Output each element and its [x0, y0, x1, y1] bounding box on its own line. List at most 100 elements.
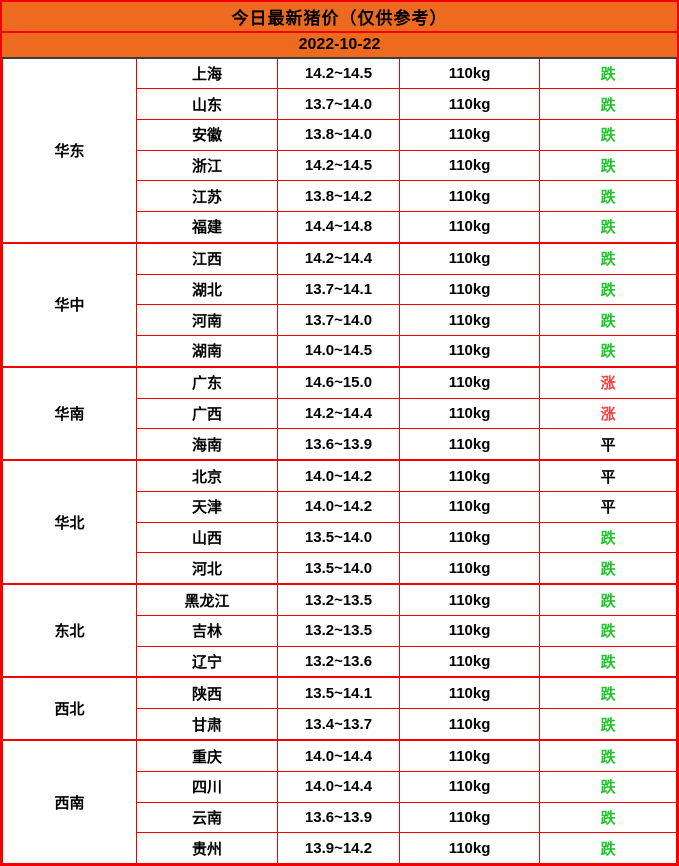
- table-row: 西南 重庆 14.0~14.4 110kg 跌: [1, 739, 677, 865]
- price-cell: 13.4~13.7: [276, 708, 400, 741]
- weight-cell: 110kg: [398, 241, 541, 275]
- weight-cell: 110kg: [398, 334, 541, 368]
- table-row: 云南 13.6~13.9 110kg 跌: [3, 801, 677, 834]
- province-cell: 江西: [136, 241, 278, 275]
- price-cell: 13.2~13.5: [276, 614, 400, 647]
- table-row: 江苏 13.8~14.2 110kg 跌: [3, 180, 677, 212]
- table-row: 东北 黑龙江 13.2~13.5 110kg 跌: [1, 583, 677, 678]
- trend-cell: 跌: [539, 241, 677, 275]
- province-cell: 浙江: [136, 149, 278, 182]
- province-cell: 天津: [136, 490, 278, 523]
- table-row: 河北 13.5~14.0 110kg 跌: [3, 552, 677, 585]
- trend-cell: 跌: [539, 304, 677, 336]
- price-cell: 13.8~14.2: [276, 180, 400, 212]
- region-cell: 华东: [1, 59, 138, 244]
- price-cell: 14.2~14.4: [276, 241, 400, 275]
- table-row: 天津 14.0~14.2 110kg 平: [3, 490, 677, 523]
- trend-cell: 跌: [539, 614, 677, 647]
- price-cell: 14.0~14.2: [276, 459, 400, 492]
- province-cell: 贵州: [136, 832, 278, 864]
- weight-cell: 110kg: [398, 676, 541, 710]
- province-cell: 四川: [136, 770, 278, 803]
- price-cell: 13.7~14.1: [276, 273, 400, 306]
- province-cell: 湖南: [136, 334, 278, 368]
- table-row: 华东 上海 14.2~14.5 110kg 跌: [1, 59, 677, 244]
- trend-cell: 跌: [539, 210, 677, 244]
- table-row: 甘肃 13.4~13.7 110kg 跌: [3, 708, 677, 741]
- price-cell: 13.5~14.0: [276, 521, 400, 554]
- price-cell: 13.2~13.5: [276, 583, 400, 616]
- province-cell: 山西: [136, 521, 278, 554]
- trend-cell: 跌: [539, 708, 677, 741]
- province-cell: 重庆: [136, 739, 278, 772]
- region-cell: 华北: [1, 459, 138, 585]
- trend-cell: 跌: [539, 334, 677, 368]
- table-row: 西北 陕西 13.5~14.1 110kg 跌: [1, 676, 677, 741]
- price-cell: 13.6~13.9: [276, 801, 400, 834]
- province-cell: 河北: [136, 552, 278, 585]
- weight-cell: 110kg: [398, 365, 541, 399]
- price-cell: 14.6~15.0: [276, 365, 400, 399]
- province-cell: 河南: [136, 304, 278, 336]
- price-table: 华东 上海 14.2~14.5 110kg 跌山东 13.7~14.0 110kg 跌安徽 13…: [1, 59, 677, 865]
- weight-cell: 110kg: [398, 552, 541, 585]
- price-cell: 13.7~14.0: [276, 304, 400, 336]
- trend-cell: 跌: [539, 770, 677, 803]
- weight-cell: 110kg: [398, 739, 541, 772]
- trend-cell: 跌: [539, 88, 677, 121]
- table-row: 浙江 14.2~14.5 110kg 跌: [3, 149, 677, 182]
- weight-cell: 110kg: [398, 210, 541, 244]
- weight-cell: 110kg: [398, 149, 541, 182]
- weight-cell: 110kg: [398, 832, 541, 864]
- weight-cell: 110kg: [398, 428, 541, 461]
- price-cell: 13.9~14.2: [276, 832, 400, 864]
- province-cell: 陕西: [136, 676, 278, 710]
- table-row: 辽宁 13.2~13.6 110kg 跌: [3, 645, 677, 678]
- province-cell: 山东: [136, 88, 278, 121]
- province-cell: 广西: [136, 397, 278, 430]
- trend-cell: 跌: [539, 273, 677, 306]
- price-cell: 13.5~14.0: [276, 552, 400, 585]
- trend-cell: 跌: [539, 149, 677, 182]
- weight-cell: 110kg: [398, 801, 541, 834]
- table-row: 贵州 13.9~14.2 110kg 跌: [3, 832, 677, 864]
- price-cell: 14.0~14.5: [276, 334, 400, 368]
- date-bar: 2022-10-22: [2, 33, 677, 59]
- weight-cell: 110kg: [398, 708, 541, 741]
- province-cell: 海南: [136, 428, 278, 461]
- province-cell: 湖北: [136, 273, 278, 306]
- weight-cell: 110kg: [398, 645, 541, 678]
- trend-cell: 平: [539, 490, 677, 523]
- table-row: 吉林 13.2~13.5 110kg 跌: [3, 614, 677, 647]
- date-label: 2022-10-22: [298, 36, 381, 53]
- weight-cell: 110kg: [398, 614, 541, 647]
- trend-cell: 跌: [539, 832, 677, 864]
- weight-cell: 110kg: [398, 521, 541, 554]
- price-cell: 13.5~14.1: [276, 676, 400, 710]
- trend-cell: 平: [539, 459, 677, 492]
- price-cell: 14.0~14.4: [276, 739, 400, 772]
- title-bar: 今日最新猪价（仅供参考）: [2, 2, 677, 33]
- trend-cell: 跌: [539, 521, 677, 554]
- table-row: 安徽 13.8~14.0 110kg 跌: [3, 119, 677, 151]
- price-cell: 13.8~14.0: [276, 119, 400, 151]
- trend-cell: 平: [539, 428, 677, 461]
- price-table-body: 华东 上海 14.2~14.5 110kg 跌山东 13.7~14.0 110kg 跌安徽 13…: [1, 59, 677, 865]
- region-cell: 东北: [1, 583, 138, 678]
- price-cell: 13.7~14.0: [276, 88, 400, 121]
- price-cell: 14.0~14.2: [276, 490, 400, 523]
- price-cell: 14.0~14.4: [276, 770, 400, 803]
- weight-cell: 110kg: [398, 59, 541, 90]
- region-cell: 西南: [1, 739, 138, 865]
- weight-cell: 110kg: [398, 770, 541, 803]
- table-row: 华中 江西 14.2~14.4 110kg 跌: [1, 241, 677, 368]
- table-row: 山西 13.5~14.0 110kg 跌: [3, 521, 677, 554]
- weight-cell: 110kg: [398, 397, 541, 430]
- price-cell: 14.4~14.8: [276, 210, 400, 244]
- table-row: 华北 北京 14.0~14.2 110kg 平: [1, 459, 677, 585]
- province-cell: 安徽: [136, 119, 278, 151]
- weight-cell: 110kg: [398, 459, 541, 492]
- province-cell: 广东: [136, 365, 278, 399]
- province-cell: 北京: [136, 459, 278, 492]
